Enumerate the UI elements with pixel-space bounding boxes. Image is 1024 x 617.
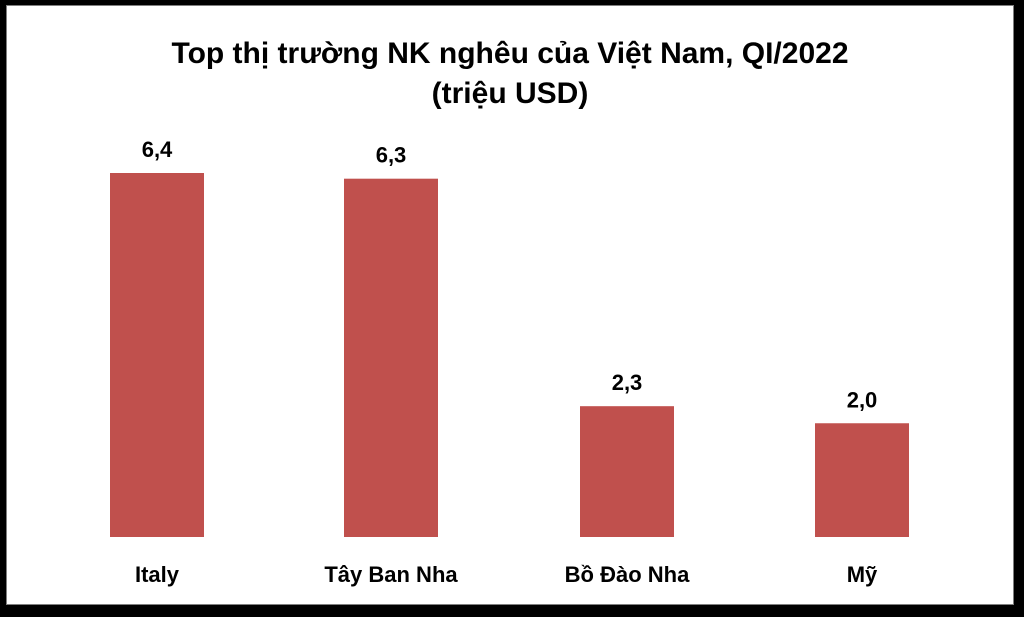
data-label-0: 6,4 [142,137,173,162]
bar-1 [344,178,438,537]
chart-title: Top thị trường NK nghêu của Việt Nam, QI… [171,37,849,70]
bar-3 [815,423,909,537]
data-label-3: 2,0 [847,387,878,412]
bar-2 [580,406,674,537]
bar-0 [110,173,204,537]
category-label-2: Bồ Đào Nha [565,562,690,587]
category-label-3: Mỹ [847,562,878,587]
chart-subtitle: (triệu USD) [431,77,589,110]
category-label-1: Tây Ban Nha [324,562,458,587]
category-label-0: Italy [135,562,180,587]
data-label-1: 6,3 [376,143,407,168]
chart-title-block: Top thị trường NK nghêu của Việt Nam, QI… [7,34,1013,114]
data-label-2: 2,3 [612,370,643,395]
